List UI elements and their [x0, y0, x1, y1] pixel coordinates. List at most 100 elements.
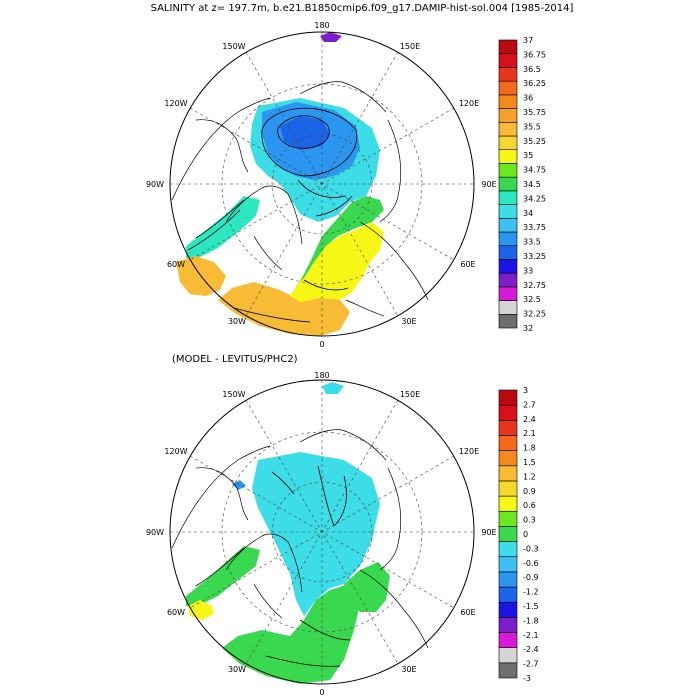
top-colorbar-label: 37: [523, 36, 533, 45]
bottom-lon-150e: 150E: [400, 390, 420, 399]
bottom-colorbar-swatch: [498, 662, 518, 679]
bottom-colorbar-swatch: [498, 450, 518, 467]
top-colorbar-label: 32.75: [523, 281, 546, 290]
bottom-colorbar-swatch: [498, 389, 518, 406]
top-colorbar-swatch: [498, 39, 518, 55]
top-colorbar-swatch: [498, 313, 518, 329]
bottom-colorbar-swatch: [498, 435, 518, 451]
bottom-colorbar-label: -3: [523, 674, 531, 683]
top-colorbar-label: 35.75: [523, 108, 546, 117]
top-colorbar-label: 35: [523, 151, 533, 160]
bottom-colorbar-swatch: [498, 510, 518, 527]
top-lon-60w: 60W: [167, 260, 185, 269]
bottom-contours: [195, 465, 351, 667]
bottom-colorbar-label: 2.1: [523, 429, 536, 438]
bottom-coastlines: [171, 429, 429, 649]
top-colorbar-label: 34.75: [523, 166, 546, 175]
top-lon-150w: 150W: [222, 42, 245, 51]
top-colorbar-swatch: [498, 135, 518, 151]
top-colorbar-swatch: [498, 217, 518, 233]
bottom-graticule: [170, 380, 474, 684]
bottom-map: 180 0 90E 90W 150E 120E 150W 120W 60E 30…: [146, 371, 497, 697]
top-lon-90e: 90E: [481, 180, 496, 189]
top-colorbar-label: 34.25: [523, 194, 546, 203]
bottom-field-baffin: [186, 546, 260, 606]
top-colorbar-swatch: [498, 204, 518, 219]
bottom-colorbar-swatch: [498, 586, 518, 603]
bottom-title: (MODEL - LEVITUS/PHC2): [172, 354, 298, 365]
top-colorbar-label: 32.25: [523, 310, 546, 319]
bottom-colorbar: -3 -2.7 -2.4 -2.1 -1.8 -1.5 -1.2 -0.9 -0.6 -0.3 0 0…: [498, 386, 539, 683]
bottom-colorbar-label: 0.6: [523, 501, 536, 510]
bottom-colorbar-label: 0.9: [523, 487, 536, 496]
bottom-colorbar-label: 1.2: [523, 472, 536, 481]
bottom-lon-60e: 60E: [460, 608, 475, 617]
top-colorbar-swatch: [498, 80, 518, 96]
top-colorbar-label: 36.75: [523, 50, 546, 59]
top-title: SALINITY at z= 197.7m, b.e21.B1850cmip6.…: [151, 3, 574, 14]
top-colorbar: 32 32.25 32.5 32.75 33 33.25 33.5 33.75 34 34.25 3…: [498, 36, 546, 333]
bottom-colorbar-label: 2.7: [523, 400, 536, 409]
bottom-lon-90w: 90W: [146, 528, 164, 537]
bottom-colorbar-swatch: [498, 601, 518, 618]
top-lon-180: 180: [314, 21, 329, 30]
bottom-colorbar-label: -2.1: [523, 631, 539, 640]
bottom-field-arctic-cyan: [252, 452, 380, 616]
top-colorbar-swatch: [498, 190, 518, 205]
top-colorbar-label: 34: [523, 209, 533, 218]
bottom-colorbar-label: 0.3: [523, 516, 536, 525]
bottom-colorbar-label: -1.2: [523, 588, 539, 597]
bottom-colorbar-swatch: [498, 404, 518, 421]
top-colorbar-label: 36: [523, 94, 533, 103]
top-colorbar-swatch: [498, 67, 518, 82]
top-lon-150e: 150E: [400, 42, 420, 51]
top-lon-30e: 30E: [401, 317, 416, 326]
top-map: 180 0 90E 90W 150E 120E 150W 120W 60E 30…: [146, 21, 497, 349]
top-colorbar-label: 33.25: [523, 252, 546, 261]
top-field-green: [300, 196, 384, 282]
bottom-colorbar-label: -1.8: [523, 616, 539, 625]
bottom-colorbar-label: 1.8: [523, 444, 536, 453]
bottom-lon-0: 0: [319, 688, 324, 697]
top-colorbar-swatch: [498, 300, 518, 315]
bottom-lon-180: 180: [314, 371, 329, 380]
top-colorbar-swatch: [498, 286, 518, 301]
bottom-colorbar-swatch: [498, 647, 518, 664]
bottom-colorbar-label: 3: [523, 386, 528, 395]
top-lon-120w: 120W: [164, 99, 187, 108]
top-colorbar-label: 35.5: [523, 122, 541, 131]
bottom-lon-120w: 120W: [164, 447, 187, 456]
top-graticule: [170, 32, 474, 336]
bottom-colorbar-label: -0.3: [523, 544, 539, 553]
top-colorbar-label: 35.25: [523, 137, 546, 146]
top-colorbar-label: 32.5: [523, 295, 541, 304]
top-lon-120e: 120E: [459, 99, 479, 108]
top-lon-0: 0: [319, 340, 324, 349]
bottom-colorbar-label: -1.5: [523, 602, 539, 611]
bottom-colorbar-swatch: [498, 526, 518, 542]
bottom-colorbar-label: -0.9: [523, 573, 539, 582]
bottom-lon-120e: 120E: [459, 447, 479, 456]
bottom-colorbar-swatch: [498, 480, 518, 497]
bottom-field-nw-blue: [232, 480, 246, 490]
bottom-field-barents-green: [344, 562, 390, 612]
bottom-colorbar-label: -0.6: [523, 559, 539, 568]
bottom-colorbar-swatch: [498, 465, 518, 482]
bottom-map-border: [169, 379, 475, 685]
top-colorbar-label: 36.25: [523, 79, 546, 88]
top-colorbar-swatch: [498, 176, 518, 192]
top-colorbar-swatch: [498, 108, 518, 123]
top-colorbar-swatch: [498, 245, 518, 260]
top-lon-30w: 30W: [228, 317, 246, 326]
bottom-colorbar-label: 2.4: [523, 415, 536, 424]
top-field-baffin: [186, 196, 260, 258]
bottom-colorbar-swatch: [498, 632, 518, 648]
top-lon-60e: 60E: [460, 260, 475, 269]
top-colorbar-swatch: [498, 121, 518, 137]
top-colorbar-swatch: [498, 163, 518, 178]
top-colorbar-swatch: [498, 94, 518, 109]
top-colorbar-label: 34.5: [523, 180, 541, 189]
bottom-lon-30w: 30W: [228, 665, 246, 674]
